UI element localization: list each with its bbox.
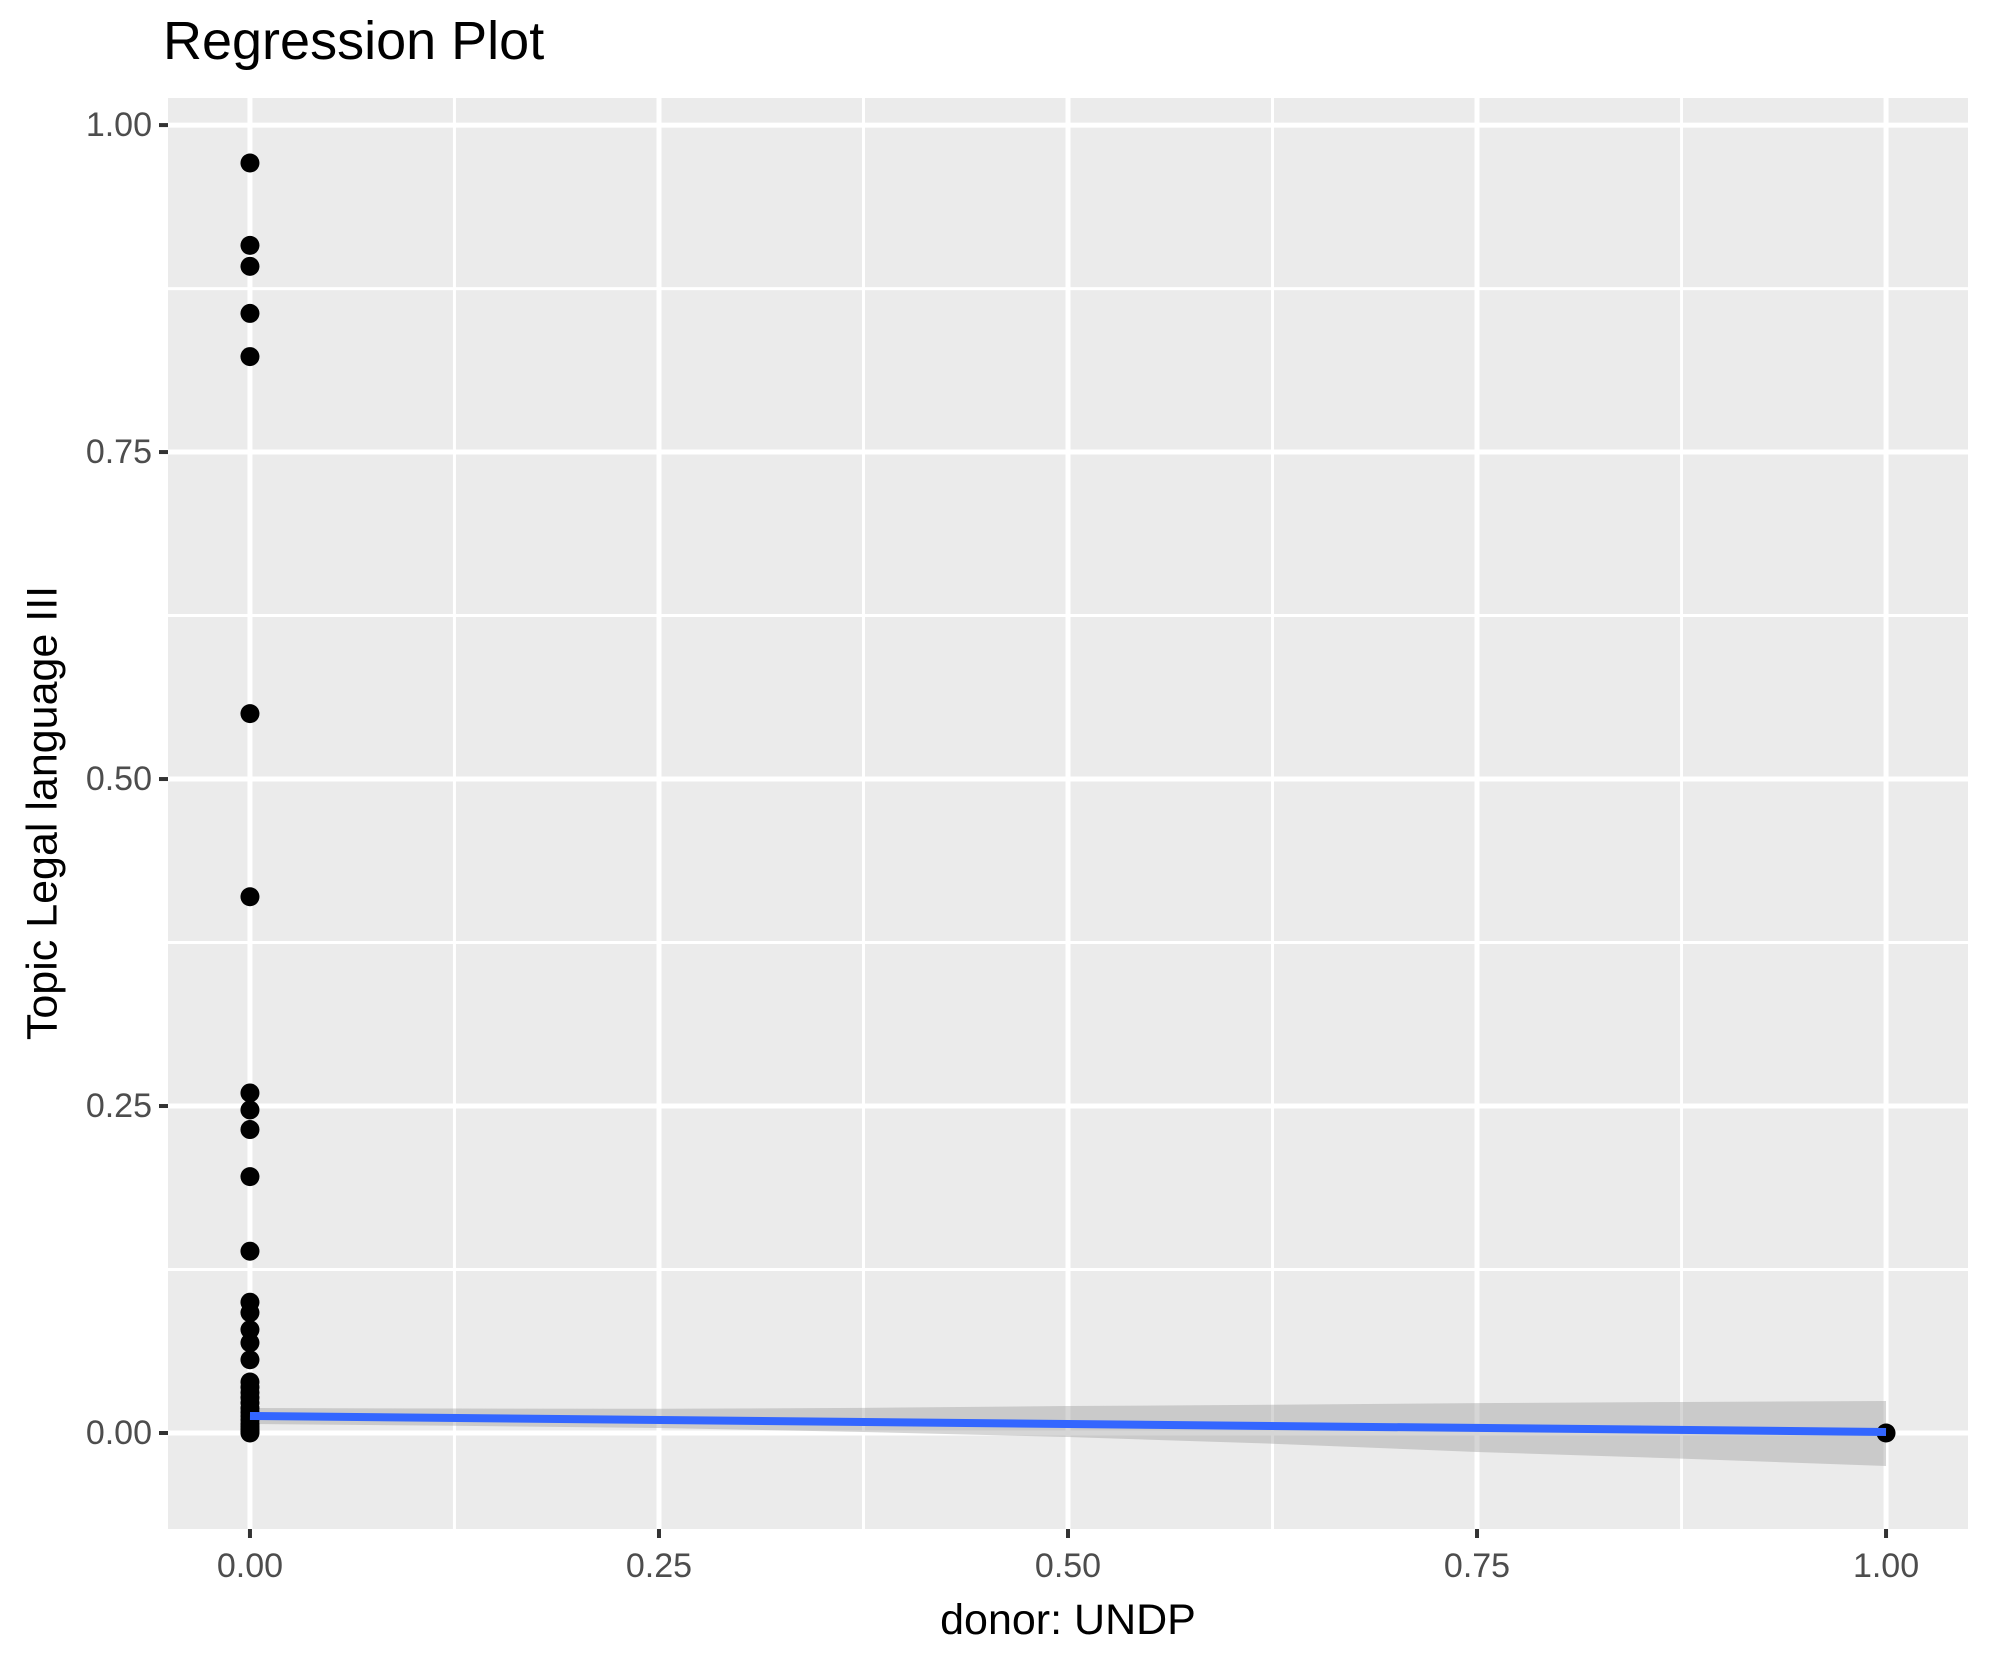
data-point [240, 1100, 260, 1120]
data-point [240, 1333, 260, 1353]
data-point [240, 1241, 260, 1261]
data-point [240, 235, 260, 255]
y-tick-label: 1.00 [85, 106, 152, 145]
x-tick-label: 0.75 [1443, 1547, 1511, 1585]
data-point [240, 1423, 260, 1443]
x-tick-label: 0.25 [625, 1547, 693, 1585]
x-tick-label: 1.00 [1852, 1547, 1920, 1585]
y-tick-label: 0.25 [85, 1087, 152, 1126]
data-point [240, 1350, 260, 1370]
y-tick-label: 0.75 [85, 433, 152, 472]
plot-title: Regression Plot [163, 11, 545, 71]
regression-line [249, 1411, 1887, 1436]
x-tick-label: 0.50 [1034, 1547, 1102, 1585]
data-point [240, 303, 260, 323]
data-point [240, 1303, 260, 1323]
x-tick-label: 0.00 [216, 1547, 284, 1585]
plot-panel [159, 98, 1968, 1538]
y-tick-label: 0.00 [85, 1413, 152, 1452]
data-point [240, 256, 260, 276]
data-point [240, 347, 260, 367]
y-axis-title: Topic Legal language III [18, 585, 67, 1041]
data-point [240, 1083, 260, 1103]
data-point [240, 1320, 260, 1340]
data-point [240, 153, 260, 173]
x-axis-title: donor: UNDP [940, 1596, 1196, 1644]
data-point [240, 1167, 260, 1187]
y-tick-label: 0.50 [85, 760, 152, 799]
data-point [240, 887, 260, 907]
data-point [240, 704, 260, 724]
data-point [240, 1120, 260, 1140]
